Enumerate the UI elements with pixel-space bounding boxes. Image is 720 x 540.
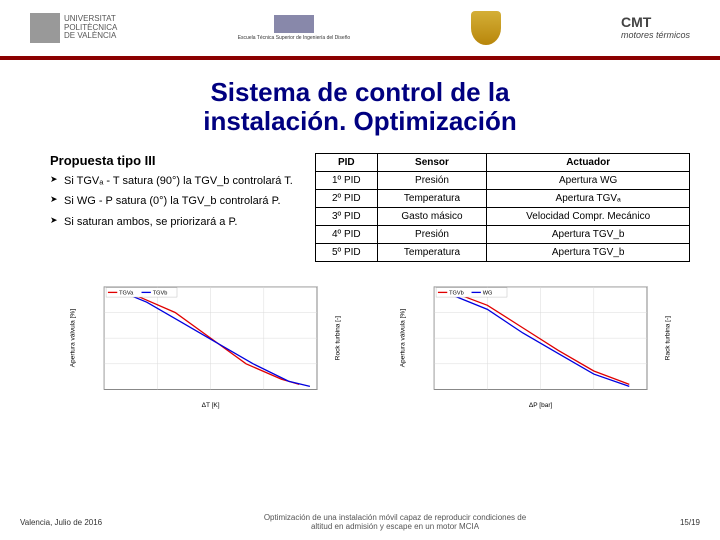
table-cell: Temperatura xyxy=(377,244,487,262)
upv-l3: DE VALÈNCIA xyxy=(64,32,117,41)
school-icon xyxy=(274,15,314,33)
th-sensor: Sensor xyxy=(377,154,487,172)
table-row: 3º PIDGasto másicoVelocidad Compr. Mecán… xyxy=(316,208,690,226)
table-cell: Apertura WG xyxy=(487,172,690,190)
svg-text:TGVb: TGVb xyxy=(153,290,168,296)
footer-date: Valencia, Julio de 2016 xyxy=(20,518,130,527)
svg-text:TGVa: TGVa xyxy=(119,290,134,296)
logo-center: Escuela Técnica Superior de Ingeniería d… xyxy=(238,15,350,41)
chart-right: ΔP [bar] Apertura válvula [%] Rack turbina… xyxy=(380,270,690,410)
proposal-heading: Propuesta tipo III xyxy=(50,153,300,168)
shield-icon xyxy=(471,11,501,45)
table-cell: Temperatura xyxy=(377,190,487,208)
logo-right: CMT motores térmicos xyxy=(621,15,690,40)
footer-c2: altitud en admisión y escape en un motor… xyxy=(311,522,479,531)
table-block: PID Sensor Actuador 1º PIDPresiónApertur… xyxy=(315,153,690,262)
table-cell: Apertura TGV_b xyxy=(487,226,690,244)
upv-icon xyxy=(30,13,60,43)
table-cell: 3º PID xyxy=(316,208,378,226)
chart-left: ΔT [K] Apertura válvula [%] Rock turbina [… xyxy=(50,270,360,410)
bullet-2: Si WG - P satura (0°) la TGV_b controlar… xyxy=(50,194,300,208)
header-bar: UNIVERSITAT POLITÈCNICA DE VALÈNCIA Escu… xyxy=(0,0,720,60)
table-row: 2º PIDTemperaturaApertura TGVₐ xyxy=(316,190,690,208)
proposal-list: Si TGVₐ - T satura (90°) la TGV_b contro… xyxy=(50,174,300,229)
svg-text:WG: WG xyxy=(483,290,493,296)
upv-text: UNIVERSITAT POLITÈCNICA DE VALÈNCIA xyxy=(64,15,117,41)
table-header-row: PID Sensor Actuador xyxy=(316,154,690,172)
table-cell: Gasto másico xyxy=(377,208,487,226)
bullet-3: Si saturan ambos, se priorizará a P. xyxy=(50,215,300,229)
svg-text:Apertura válvula [%]: Apertura válvula [%] xyxy=(69,309,76,367)
svg-text:ΔP [bar]: ΔP [bar] xyxy=(529,402,553,409)
logo-left: UNIVERSITAT POLITÈCNICA DE VALÈNCIA xyxy=(30,13,117,43)
bullet-1: Si TGVₐ - T satura (90°) la TGV_b contro… xyxy=(50,174,300,188)
th-pid: PID xyxy=(316,154,378,172)
page-number: 15/19 xyxy=(660,518,700,527)
table-row: 4º PIDPresiónApertura TGV_b xyxy=(316,226,690,244)
title-l2: instalación. Optimización xyxy=(203,106,517,136)
footer: Valencia, Julio de 2016 Optimización de … xyxy=(0,513,720,532)
th-actuator: Actuador xyxy=(487,154,690,172)
proposal-block: Propuesta tipo III Si TGVₐ - T satura (9… xyxy=(50,153,300,262)
charts-row: ΔT [K] Apertura válvula [%] Rock turbina [… xyxy=(0,262,720,410)
cmt-title: CMT xyxy=(621,15,690,30)
table-cell: 4º PID xyxy=(316,226,378,244)
cmt-sub: motores térmicos xyxy=(621,31,690,41)
table-cell: Presión xyxy=(377,172,487,190)
svg-text:TGVb: TGVb xyxy=(449,290,464,296)
table-cell: Apertura TGVₐ xyxy=(487,190,690,208)
table-cell: Presión xyxy=(377,226,487,244)
table-cell: 2º PID xyxy=(316,190,378,208)
table-cell: 5º PID xyxy=(316,244,378,262)
table-cell: Apertura TGV_b xyxy=(487,244,690,262)
svg-text:ΔT [K]: ΔT [K] xyxy=(202,402,220,409)
table-cell: Velocidad Compr. Mecánico xyxy=(487,208,690,226)
school-name: Escuela Técnica Superior de Ingeniería d… xyxy=(238,35,350,41)
footer-c1: Optimización de una instalación móvil ca… xyxy=(264,513,526,522)
page-title: Sistema de control de la instalación. Op… xyxy=(0,78,720,135)
content-row: Propuesta tipo III Si TGVₐ - T satura (9… xyxy=(0,135,720,262)
table-row: 5º PIDTemperaturaApertura TGV_b xyxy=(316,244,690,262)
svg-text:Rock turbina [-]: Rock turbina [-] xyxy=(334,316,341,360)
svg-text:Apertura válvula [%]: Apertura válvula [%] xyxy=(399,309,406,367)
footer-subtitle: Optimización de una instalación móvil ca… xyxy=(130,513,660,532)
pid-table: PID Sensor Actuador 1º PIDPresiónApertur… xyxy=(315,153,690,262)
table-cell: 1º PID xyxy=(316,172,378,190)
svg-text:Rack turbina [-]: Rack turbina [-] xyxy=(664,316,671,360)
table-row: 1º PIDPresiónApertura WG xyxy=(316,172,690,190)
title-l1: Sistema de control de la xyxy=(210,77,509,107)
